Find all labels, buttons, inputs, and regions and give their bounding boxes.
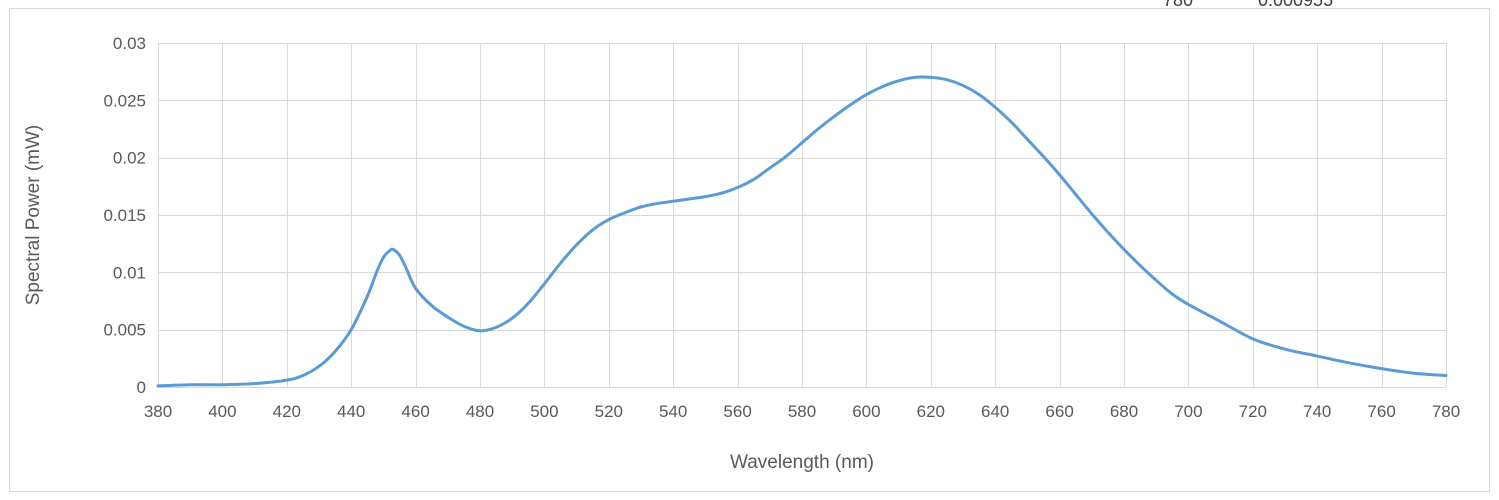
x-tick-label: 500: [530, 402, 558, 421]
x-tick-label: 460: [401, 402, 429, 421]
spectral-power-line: [156, 75, 1448, 388]
x-tick-label: 580: [788, 402, 816, 421]
x-tick-label: 440: [337, 402, 365, 421]
x-tick-label: 640: [981, 402, 1009, 421]
y-tick-label: 0.01: [113, 263, 146, 282]
grid-lines: [158, 43, 1447, 388]
series-layer: [156, 75, 1448, 388]
x-tick-label: 700: [1174, 402, 1202, 421]
x-axis-title: Wavelength (nm): [730, 452, 874, 473]
overflow-data-row: 780 0.000955: [1163, 0, 1333, 10]
y-tick-label: 0.005: [103, 321, 146, 340]
overflow-wavelength: 780: [1163, 0, 1193, 10]
tick-labels: 0 0.005 0.01 0.015 0.02 0.025 0.03 380 400 420 440…: [103, 34, 1460, 421]
y-tick-label: 0.015: [103, 206, 146, 225]
x-tick-label: 480: [466, 402, 494, 421]
x-tick-label: 760: [1367, 402, 1395, 421]
x-tick-label: 740: [1303, 402, 1331, 421]
y-tick-label: 0.03: [113, 34, 146, 53]
x-tick-label: 680: [1110, 402, 1138, 421]
y-tick-label: 0.02: [113, 149, 146, 168]
x-tick-label: 620: [917, 402, 945, 421]
x-tick-label: 660: [1045, 402, 1073, 421]
x-tick-label: 380: [144, 402, 172, 421]
x-tick-label: 560: [723, 402, 751, 421]
x-tick-label: 600: [852, 402, 880, 421]
x-tick-label: 420: [273, 402, 301, 421]
x-tick-label: 780: [1432, 402, 1460, 421]
x-tick-label: 720: [1239, 402, 1267, 421]
chart-area-border: [9, 8, 1490, 492]
y-tick-label: 0: [137, 378, 146, 397]
x-tick-label: 520: [595, 402, 623, 421]
y-tick-label: 0.025: [103, 91, 146, 110]
x-tick-label: 540: [659, 402, 687, 421]
y-axis-title: Spectral Power (mW): [23, 125, 44, 306]
overflow-value: 0.000955: [1258, 0, 1333, 10]
x-tick-label: 400: [208, 402, 236, 421]
